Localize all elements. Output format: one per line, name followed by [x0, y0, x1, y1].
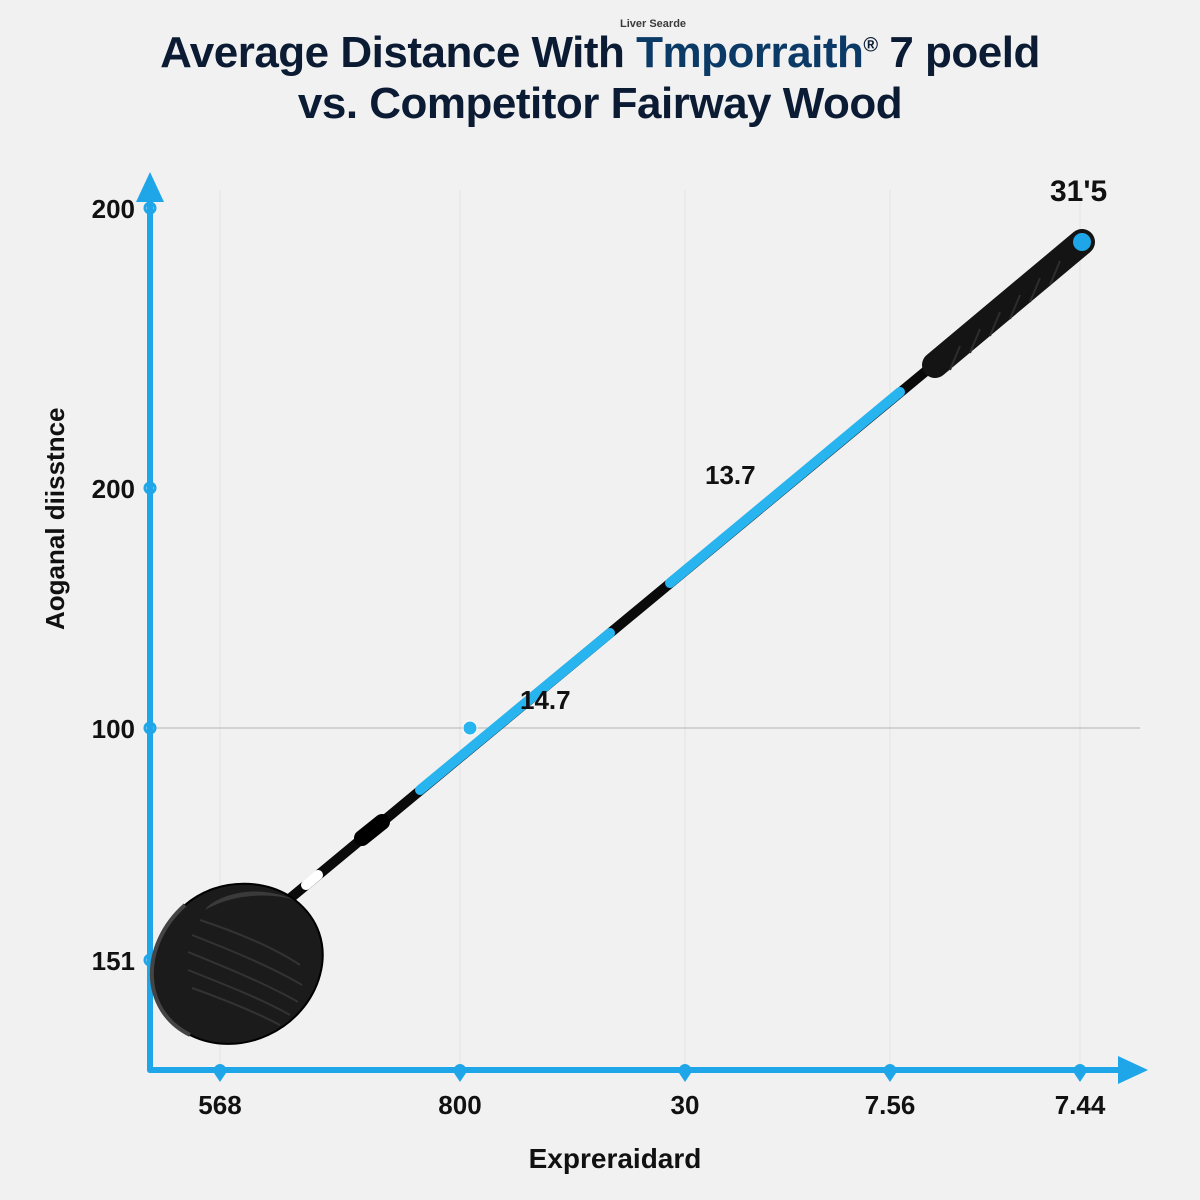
data-label: 14.7: [520, 685, 571, 716]
x-tick: 568: [180, 1090, 260, 1121]
data-label: 13.7: [705, 460, 756, 491]
x-tick: 800: [420, 1090, 500, 1121]
chart-area: Aoganal diisstnce Expreraidard 200 200 1…: [70, 160, 1160, 1170]
title-line2: vs. Competitor Fairway Wood: [0, 79, 1200, 130]
y-tick: 151: [65, 946, 135, 977]
chart-svg: [70, 160, 1160, 1170]
title-pre: Average Distance With: [160, 28, 636, 77]
title-post: 7 poeld: [878, 28, 1040, 77]
x-tick: 30: [645, 1090, 725, 1121]
x-tick: 7.44: [1040, 1090, 1120, 1121]
y-tick: 200: [65, 474, 135, 505]
x-axis-label: Expreraidard: [70, 1143, 1160, 1175]
x-tick: 7.56: [850, 1090, 930, 1121]
y-tick: 200: [65, 194, 135, 225]
y-tick: 100: [65, 714, 135, 745]
page: Liver Searde Average Distance With Tmpor…: [0, 0, 1200, 1200]
title-brand: Tmporraith: [636, 28, 863, 77]
data-label: 31'5: [1050, 175, 1107, 209]
y-axis-label: Aoganal diisstnce: [40, 408, 71, 631]
chart-title: Average Distance With Tmporraith® 7 poel…: [0, 28, 1200, 129]
